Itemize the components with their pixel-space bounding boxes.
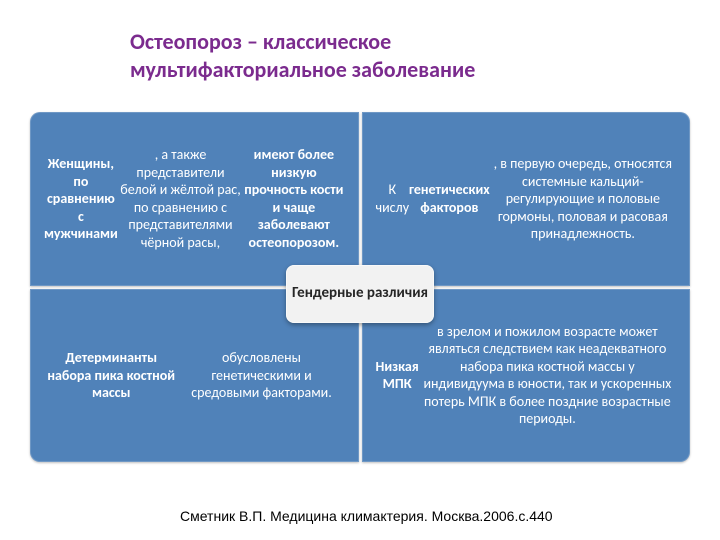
- slide-title: Остеопороз – классическое мультифакториа…: [130, 28, 610, 83]
- cell-top-left: Женщины, по сравнению с мужчинами, а так…: [30, 112, 359, 286]
- center-label-text: Гендерные различия: [292, 285, 428, 302]
- title-line1: Остеопороз – классическое: [130, 28, 391, 55]
- citation: Сметник В.П. Медицина климактерия. Москв…: [180, 508, 553, 524]
- center-label: Гендерные различия: [286, 265, 434, 323]
- slide: Остеопороз – классическое мультифакториа…: [0, 0, 720, 540]
- citation-text: Сметник В.П. Медицина климактерия. Москв…: [180, 508, 553, 524]
- cell-top-right: К числу генетических факторов, в первую …: [362, 112, 691, 286]
- title-line2: мультифакториальное заболевание: [130, 56, 475, 83]
